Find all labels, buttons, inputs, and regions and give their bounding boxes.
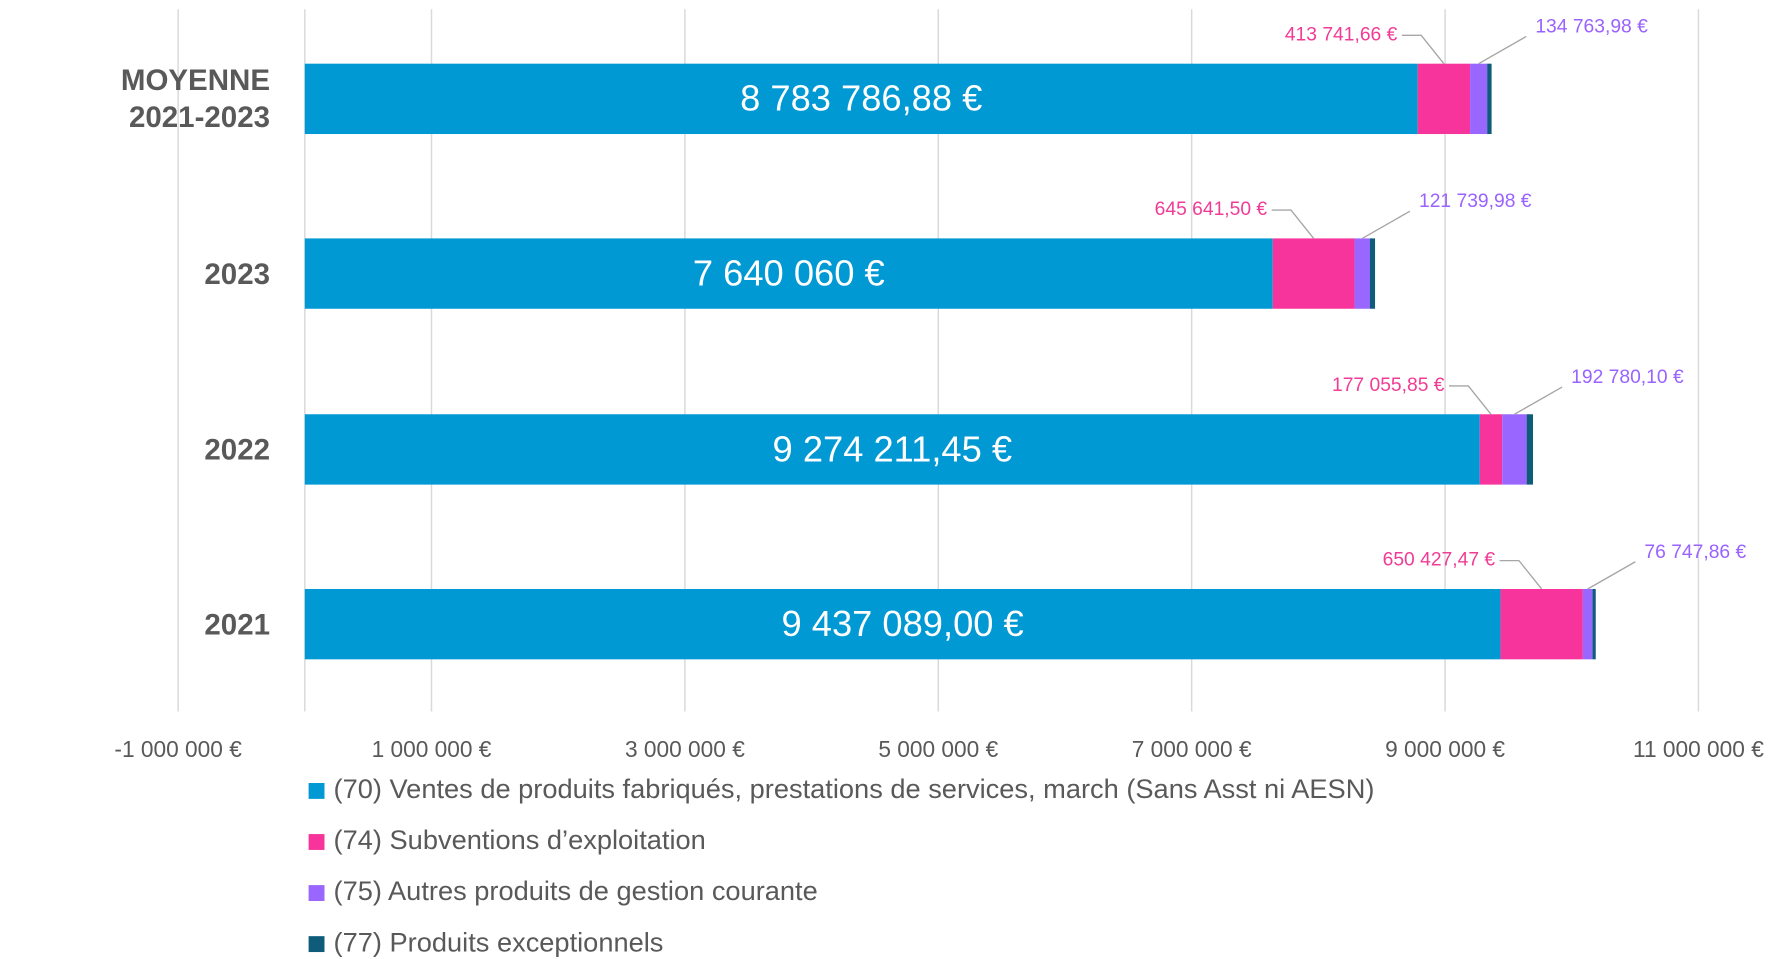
bar-segment xyxy=(1272,238,1355,309)
leader-line xyxy=(1499,559,1543,590)
legend-label: (70) Ventes de produits fabriqués, prest… xyxy=(334,773,1375,804)
category-label-box: 2022 xyxy=(0,404,270,495)
y-tick-label: MOYENNE 2021-2023 xyxy=(120,62,271,135)
value-label: 121 739,98 € xyxy=(1419,191,1532,212)
x-tick-label: 11 000 000 € xyxy=(1633,736,1764,762)
bar-segment xyxy=(1470,63,1488,135)
bar-segment xyxy=(1479,414,1503,485)
legend-label: (75) Autres produits de gestion courante xyxy=(334,875,818,906)
bar-segment xyxy=(1417,63,1471,135)
legend-label: (74) Subventions d’exploitation xyxy=(334,824,706,855)
bar-segment xyxy=(304,63,1418,135)
value-label: 413 741,66 € xyxy=(1285,24,1398,45)
legend-label: (77) Produits exceptionnels xyxy=(334,926,664,957)
legend-swatch xyxy=(308,936,325,953)
value-label: 192 780,10 € xyxy=(1571,367,1684,388)
bar-segment xyxy=(1582,588,1593,660)
leader-line xyxy=(1478,35,1527,65)
bar-segment xyxy=(304,414,1480,485)
value-label: 9 437 089,00 € xyxy=(782,603,1024,644)
value-label: 645 641,50 € xyxy=(1155,199,1268,220)
x-tick-label: 3 000 000 € xyxy=(625,736,745,762)
bar-segment xyxy=(1487,63,1492,135)
bar-segment xyxy=(304,588,1501,660)
y-tick-label: 2021 xyxy=(204,606,271,641)
category-label-wrap: 2022 xyxy=(0,404,270,495)
bar-segment xyxy=(1526,414,1533,485)
leader-line xyxy=(1587,561,1636,590)
category-label-wrap: 2021 xyxy=(0,579,270,670)
y-tick-label: 2023 xyxy=(204,255,271,291)
value-label: 9 274 211,45 € xyxy=(773,428,1013,469)
bar-segment xyxy=(1369,238,1376,309)
legend-swatch xyxy=(308,885,325,901)
bar-segment xyxy=(1502,414,1527,485)
value-label: 76 747,86 € xyxy=(1644,542,1746,563)
x-tick-label: 5 000 000 € xyxy=(878,736,998,762)
value-label: 177 055,85 € xyxy=(1332,375,1445,396)
value-label: 650 427,47 € xyxy=(1383,550,1496,571)
leader-line xyxy=(1449,385,1492,415)
leader-line xyxy=(1361,210,1411,239)
category-label-box: 2023 xyxy=(0,228,270,319)
x-tick-label: 7 000 000 € xyxy=(1132,736,1252,762)
y-tick-label: 2022 xyxy=(204,431,271,466)
legend-swatch xyxy=(308,834,325,850)
bar-segment xyxy=(1592,588,1596,660)
bar-segment xyxy=(304,238,1273,309)
leader-line xyxy=(1271,209,1315,239)
value-label: 134 763,98 € xyxy=(1535,16,1648,37)
x-tick-label: -1 000 000 € xyxy=(114,736,242,762)
legend-swatch xyxy=(308,782,325,799)
category-label-wrap: 2023 xyxy=(0,228,270,319)
value-label: 8 783 786,88 € xyxy=(740,78,982,119)
bar-segment xyxy=(1500,588,1583,660)
x-tick-label: 9 000 000 € xyxy=(1385,736,1505,762)
leader-line xyxy=(1401,34,1445,65)
value-label: 7 640 060 € xyxy=(693,252,885,293)
category-label-box: 2021 xyxy=(0,579,270,670)
x-tick-label: 1 000 000 € xyxy=(372,736,492,762)
category-label-box: MOYENNE 2021-2023 xyxy=(0,53,270,144)
category-label-wrap: MOYENNE 2021-2023 xyxy=(0,53,270,144)
bar-segment xyxy=(1354,238,1370,309)
leader-line xyxy=(1514,386,1563,415)
